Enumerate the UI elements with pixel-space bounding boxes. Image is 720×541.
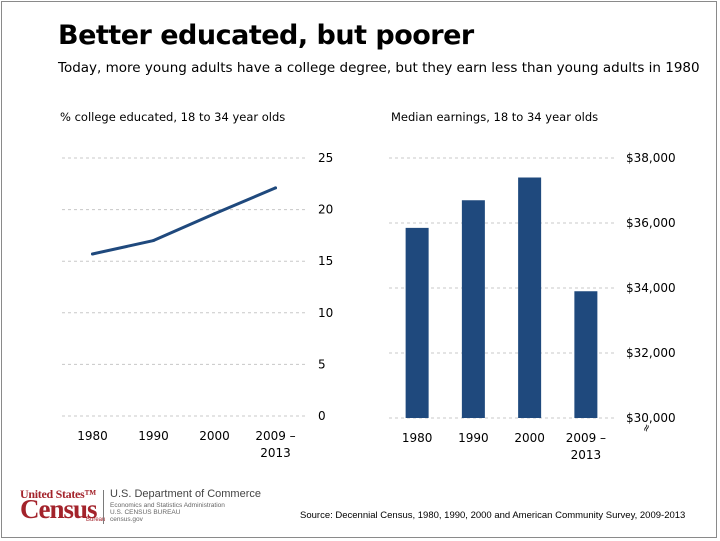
- department-name: U.S. Department of Commerce: [110, 488, 261, 500]
- line-chart-ytick-label: 10: [318, 306, 333, 320]
- bar-chart-xtick-label: 1990: [458, 431, 489, 445]
- bar-chart-xtick-label: 2000: [514, 431, 545, 445]
- bar-chart-ytick-label: $34,000: [626, 281, 676, 295]
- census-logo-bureau-text: Bureau: [86, 517, 106, 523]
- line-chart-ytick-label: 20: [318, 203, 333, 217]
- source-note: Source: Decennial Census, 1980, 1990, 20…: [300, 510, 686, 521]
- line-chart-ytick-label: 15: [318, 254, 333, 268]
- bar-chart-ytick-label: $32,000: [626, 346, 676, 360]
- census-logo-top-text: United States™: [20, 487, 97, 501]
- bar-chart-bar: [461, 200, 485, 418]
- line-chart-ytick-label: 5: [318, 357, 326, 371]
- line-chart-xtick-label: 2009 –: [255, 429, 295, 443]
- department-bureau: U.S. CENSUS BUREAU: [110, 509, 181, 516]
- bar-chart-xtick-label: 2009 –: [566, 431, 606, 445]
- bar-chart-bar: [405, 227, 429, 418]
- slide-subtitle: Today, more young adults have a college …: [58, 60, 700, 76]
- census-logo: United States™ Census Bureau: [20, 487, 120, 525]
- line-chart-point: [152, 239, 155, 243]
- line-chart-ytick-label: 25: [318, 151, 333, 165]
- line-chart-point: [213, 212, 216, 216]
- bar-chart-axis-break: ≈: [640, 422, 653, 434]
- bar-chart-bar: [518, 177, 542, 418]
- line-chart-xtick-label: 1980: [77, 429, 108, 443]
- logo-divider: [103, 490, 104, 524]
- line-chart-series-line: [91, 186, 277, 256]
- census-logo-main-text: Census: [20, 494, 98, 524]
- bar-chart-ytick-label: $36,000: [626, 216, 676, 230]
- bar-chart-ytick-label: $30,000: [626, 411, 676, 425]
- line-chart-xtick-label-line2: 2013: [260, 446, 291, 460]
- department-block: U.S. Department of Commerce Economics an…: [110, 488, 261, 523]
- line-chart-xtick-label: 1990: [138, 429, 169, 443]
- line-chart-ytick-label: 0: [318, 409, 326, 423]
- slide-title: Better educated, but poorer: [58, 20, 474, 51]
- department-website: census.gov: [110, 516, 143, 523]
- bar-chart-xtick-label: 1980: [402, 431, 433, 445]
- bar-chart-xtick-label-line2: 2013: [571, 448, 602, 462]
- bar-chart-ytick-label: $38,000: [626, 151, 676, 165]
- department-administration: Economics and Statistics Administration: [110, 502, 225, 509]
- line-chart-point: [91, 252, 94, 256]
- bar-chart-title: Median earnings, 18 to 34 year olds: [391, 110, 599, 124]
- bar-chart-bar: [574, 291, 598, 418]
- line-chart-title: % college educated, 18 to 34 year olds: [60, 110, 286, 124]
- line-chart-xtick-label: 2000: [199, 429, 230, 443]
- line-chart-point: [274, 186, 277, 190]
